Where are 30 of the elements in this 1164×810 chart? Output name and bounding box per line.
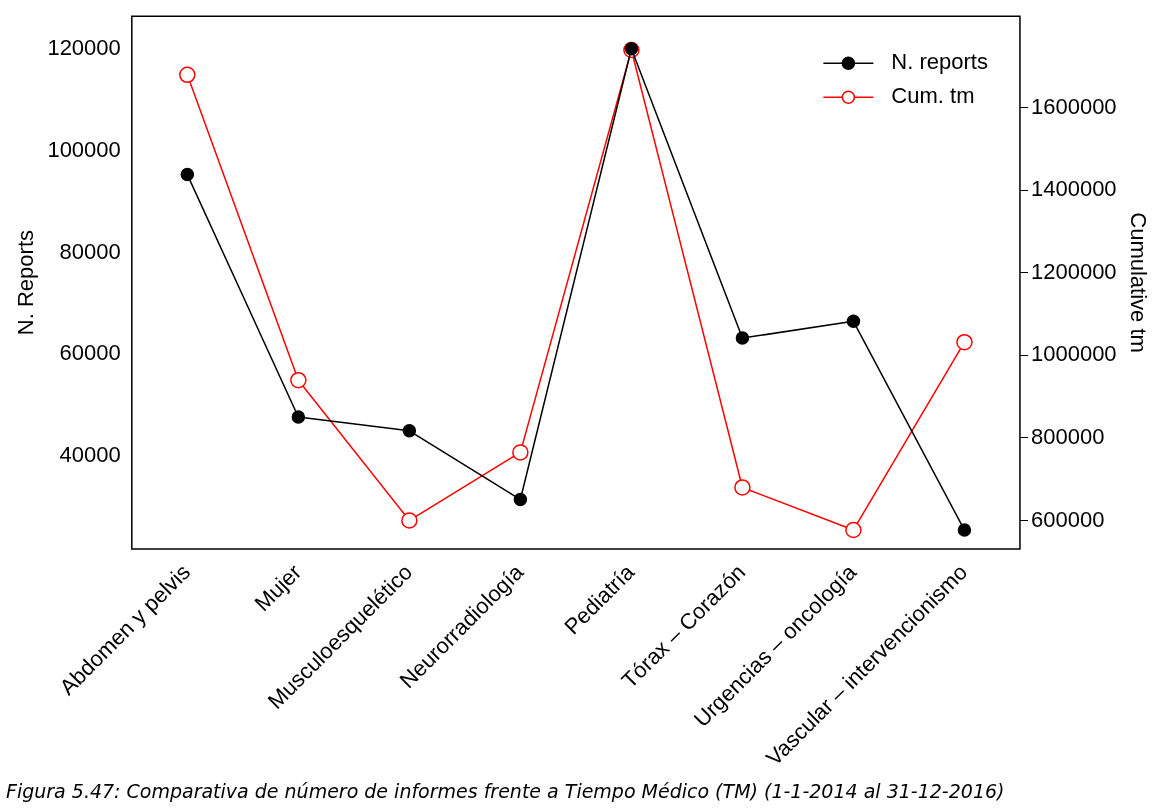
legend-label: Cum. tm: [891, 83, 975, 109]
y2-tick-label: 1200000: [1030, 258, 1117, 284]
point: [401, 512, 418, 529]
point: [734, 479, 751, 496]
y-tick-label: 80000: [59, 238, 121, 264]
text: Figura 5.47: Comparativa de número de informes frente a Tiempo Médico (TM) (1-1-2014 al 31-12-2016): [6, 780, 1005, 802]
point: [402, 424, 417, 438]
point: [291, 410, 306, 424]
y-tick-label: 60000: [59, 340, 121, 366]
point: [735, 331, 750, 345]
point: [956, 333, 973, 351]
y2-tick-label: 1000000: [1030, 341, 1117, 367]
y-tick-label: 40000: [59, 442, 121, 468]
y2-axis-title: Cumulative tm: [1125, 212, 1151, 353]
point: [846, 314, 861, 329]
y2-tick-label: 1400000: [1030, 176, 1117, 202]
point: [957, 523, 972, 537]
y2-tick-label: 600000: [1030, 506, 1105, 532]
point: [180, 167, 195, 182]
y-tick-label: 120000: [47, 34, 121, 60]
point: [512, 444, 529, 461]
y2-tick-label: 800000: [1030, 424, 1105, 449]
point: [290, 371, 307, 389]
legend-label: N. reports: [891, 49, 988, 75]
point: [179, 66, 196, 84]
y-tick-label: 100000: [47, 136, 121, 162]
y2-tick-label: 1600000: [1030, 93, 1117, 119]
point: [845, 521, 862, 539]
y-axis-title: N. Reports: [13, 229, 39, 336]
point: [513, 492, 528, 507]
